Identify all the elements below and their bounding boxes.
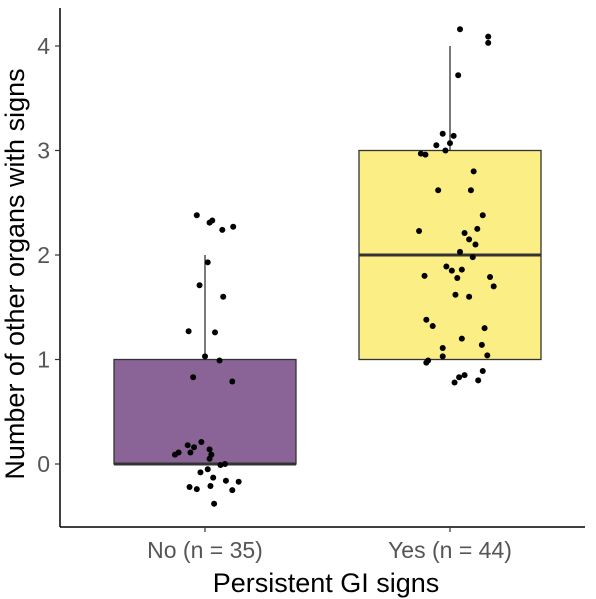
data-point	[202, 353, 208, 360]
data-point	[485, 33, 492, 40]
data-point	[466, 236, 473, 243]
data-point	[452, 291, 459, 298]
data-point	[439, 130, 446, 137]
data-point	[490, 283, 497, 290]
data-point	[185, 328, 192, 335]
data-point	[478, 341, 485, 348]
data-point	[229, 378, 236, 385]
data-point	[204, 466, 211, 473]
data-point	[472, 241, 479, 248]
data-point	[470, 168, 477, 175]
data-point	[211, 500, 218, 507]
data-point	[207, 482, 214, 489]
data-point	[479, 367, 486, 374]
data-point	[198, 439, 205, 446]
data-point	[193, 212, 200, 219]
data-point	[467, 187, 474, 194]
data-point	[443, 263, 450, 270]
data-point	[484, 352, 491, 359]
data-point	[474, 225, 481, 232]
data-point	[235, 478, 242, 485]
y-tick-label: 1	[37, 347, 50, 373]
data-point	[220, 293, 227, 300]
data-point	[212, 329, 219, 336]
data-point	[191, 444, 198, 451]
data-point	[423, 316, 430, 323]
data-point	[175, 449, 182, 456]
data-point	[417, 150, 424, 157]
data-point	[190, 374, 197, 381]
data-point	[457, 248, 464, 255]
data-point	[487, 273, 494, 280]
x-axis-title: Persistent GI signs	[213, 568, 440, 598]
data-point	[196, 282, 203, 289]
data-point	[222, 461, 229, 467]
box-no	[113, 358, 297, 465]
data-point	[209, 217, 216, 224]
plot-area	[113, 26, 542, 507]
data-point	[439, 353, 446, 360]
data-point	[184, 442, 191, 449]
data-point	[481, 325, 488, 332]
data-point	[206, 446, 213, 453]
data-point	[216, 357, 223, 364]
data-point	[461, 372, 468, 379]
data-point	[450, 132, 457, 139]
data-point	[448, 267, 455, 274]
tick-labels: 0 1 2 3 4 No (n = 35) Yes (n = 44)	[37, 33, 512, 563]
data-point	[208, 451, 215, 458]
y-axis-title: Number of other organs with signs	[0, 68, 30, 479]
data-point	[458, 266, 465, 273]
data-point	[186, 483, 193, 490]
axes	[55, 8, 585, 532]
x-tick-label: No (n = 35)	[147, 537, 263, 563]
data-point	[454, 274, 461, 281]
data-point	[447, 140, 453, 147]
data-point	[187, 449, 194, 456]
data-point	[442, 147, 449, 154]
y-tick-label: 4	[37, 33, 50, 59]
data-point	[456, 374, 463, 381]
data-point	[197, 469, 204, 476]
data-point	[475, 377, 482, 384]
data-point	[485, 39, 492, 46]
data-point	[422, 151, 429, 158]
data-point	[423, 359, 430, 366]
data-point	[439, 345, 446, 352]
data-point	[451, 379, 458, 386]
data-point	[193, 486, 200, 493]
data-point	[469, 254, 476, 261]
data-point	[416, 227, 423, 234]
data-point	[458, 335, 465, 342]
data-point	[461, 230, 468, 237]
data-point	[217, 462, 224, 469]
data-point	[455, 72, 462, 79]
data-point	[219, 226, 226, 233]
data-point	[229, 487, 236, 494]
data-point	[435, 187, 442, 194]
y-tick-label: 3	[37, 138, 50, 164]
data-point	[457, 26, 464, 33]
y-tick-label: 0	[37, 451, 50, 477]
data-point	[222, 477, 229, 484]
data-point	[421, 272, 428, 279]
data-point	[466, 293, 473, 300]
data-point	[230, 223, 237, 230]
x-tick-label: Yes (n = 44)	[388, 537, 512, 563]
data-point	[479, 212, 486, 219]
y-tick-label: 2	[37, 242, 50, 268]
data-point	[429, 323, 436, 330]
data-point	[204, 259, 211, 266]
data-point	[210, 474, 217, 481]
data-point	[433, 142, 440, 149]
